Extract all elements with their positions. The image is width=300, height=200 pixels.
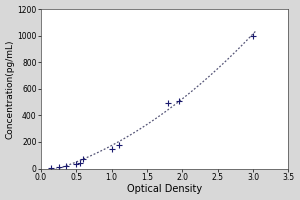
Point — [81, 157, 86, 160]
Point — [250, 34, 255, 37]
X-axis label: Optical Density: Optical Density — [127, 184, 202, 194]
Point — [109, 147, 114, 150]
Point — [176, 99, 181, 102]
Y-axis label: Concentration(pg/mL): Concentration(pg/mL) — [6, 39, 15, 139]
Point — [74, 162, 79, 165]
Point — [56, 166, 61, 169]
Point — [63, 164, 68, 167]
Point — [116, 144, 121, 147]
Point — [166, 102, 171, 105]
Point — [77, 161, 82, 164]
Point — [49, 166, 54, 169]
